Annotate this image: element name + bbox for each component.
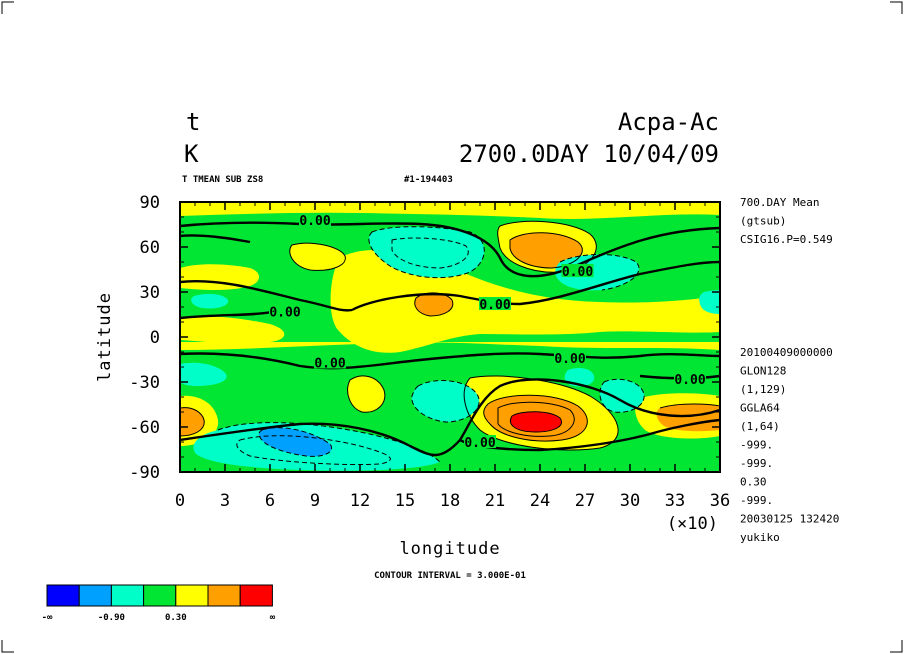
contour-interval-label: CONTOUR INTERVAL = 3.000E-01 xyxy=(374,571,526,581)
x-tick-label: 3 xyxy=(220,491,230,511)
info-line: 20100409000000 xyxy=(740,346,833,359)
colorbar-swatch xyxy=(175,584,209,607)
info-line: (gtsub) xyxy=(740,215,786,228)
x-tick-label: 36 xyxy=(710,491,730,511)
info-line: -999. xyxy=(740,457,773,470)
minimum-region xyxy=(259,427,332,457)
contour-label-bg xyxy=(314,355,346,369)
contour-labels: 0.00 0.00 0.00 0.00 0.00 0.00 0.00 0.00 xyxy=(269,213,706,451)
contour-label-bg xyxy=(554,351,586,364)
colorbar-swatch xyxy=(239,584,273,607)
contour-label-bg xyxy=(479,297,511,310)
info-line: -999. xyxy=(740,439,773,452)
y-tick-label: -60 xyxy=(129,418,160,438)
x-tick-label: 6 xyxy=(265,491,275,511)
colorbar-label: -∞ xyxy=(42,613,53,623)
x-tick-label: 30 xyxy=(620,491,640,511)
x-tick-label: 24 xyxy=(530,491,550,511)
contour-label-bg xyxy=(269,304,301,318)
x-tick-label: 9 xyxy=(310,491,320,511)
colorbar-swatch xyxy=(78,584,112,607)
y-tick-label: 0 xyxy=(150,328,160,348)
colorbar-label: 0.30 xyxy=(165,613,187,623)
x-tick-label: 33 xyxy=(665,491,685,511)
info-line: CSIG16.P=0.549 xyxy=(740,233,833,246)
contour-label: 0.00 xyxy=(299,214,330,229)
timestamp-label: 2700.0DAY 10/04/09 xyxy=(459,140,719,168)
colorbar: -∞ -0.90 0.30 ∞ xyxy=(42,584,276,623)
contour-label: 0.00 xyxy=(269,306,300,321)
right-info-bottom: 20100409000000 GLON128 (1,129) GGLA64 (1,64)… xyxy=(740,346,839,544)
x-axis-multiplier: (×10) xyxy=(667,514,718,534)
contour-label: 0.00 xyxy=(562,265,593,280)
units-label: K xyxy=(184,140,199,168)
contour-label: 0.00 xyxy=(314,357,345,372)
contour-lines-positive xyxy=(180,220,720,451)
info-line: yukiko xyxy=(740,531,780,544)
info-line: -999. xyxy=(740,494,773,507)
info-line: GGLA64 xyxy=(740,402,780,415)
x-tick-label: 18 xyxy=(440,491,460,511)
y-axis-title: latitude xyxy=(95,292,115,382)
right-info-top: 700.DAY Mean (gtsub) CSIG16.P=0.549 xyxy=(740,196,833,246)
contour-label: 0.00 xyxy=(479,298,510,313)
colorbar-swatch xyxy=(207,584,241,607)
colorbar-label: ∞ xyxy=(270,613,276,623)
x-axis-title: longitude xyxy=(399,539,500,559)
contour-label-bg xyxy=(464,435,496,448)
info-line: 0.30 xyxy=(740,476,767,489)
subtitle-left: T TMEAN SUB ZS8 xyxy=(182,175,263,185)
contour-label-bg xyxy=(299,213,331,226)
peak-region xyxy=(510,411,562,432)
variable-label: t xyxy=(186,108,200,136)
subtitle-right: #1-194403 xyxy=(404,175,453,185)
contour-lines-negative xyxy=(217,226,645,466)
contour-label-bg xyxy=(674,372,706,385)
contour-label: 0.00 xyxy=(554,352,585,367)
colorbar-label: -0.90 xyxy=(98,613,125,623)
colorbar-swatch xyxy=(46,584,80,607)
colorbar-swatch xyxy=(110,584,145,607)
contour-label: 0.00 xyxy=(674,373,705,388)
contour-label: 0.00 xyxy=(464,436,495,451)
y-tick-label: 60 xyxy=(140,238,160,258)
info-line: 700.DAY Mean xyxy=(740,196,819,209)
contour-label-bg xyxy=(561,264,594,277)
x-tick-label: 15 xyxy=(395,491,415,511)
y-tick-label: 30 xyxy=(140,283,160,303)
info-line: (1,129) xyxy=(740,383,786,396)
contour-field: 0.00 0.00 0.00 0.00 0.00 0.00 0.00 0.00 xyxy=(180,202,720,472)
y-tick-label: 90 xyxy=(140,193,160,213)
info-line: (1,64) xyxy=(740,420,780,433)
colorbar-swatch xyxy=(143,584,177,607)
x-tick-label: 0 xyxy=(175,491,185,511)
experiment-label: Acpa-Ac xyxy=(618,108,719,136)
x-tick-label: 21 xyxy=(485,491,505,511)
y-tick-label: -30 xyxy=(129,373,160,393)
info-line: 20030125 132420 xyxy=(740,513,839,526)
x-tick-label: 12 xyxy=(350,491,370,511)
x-tick-label: 27 xyxy=(575,491,595,511)
y-tick-label: -90 xyxy=(129,463,160,483)
info-line: GLON128 xyxy=(740,365,786,378)
